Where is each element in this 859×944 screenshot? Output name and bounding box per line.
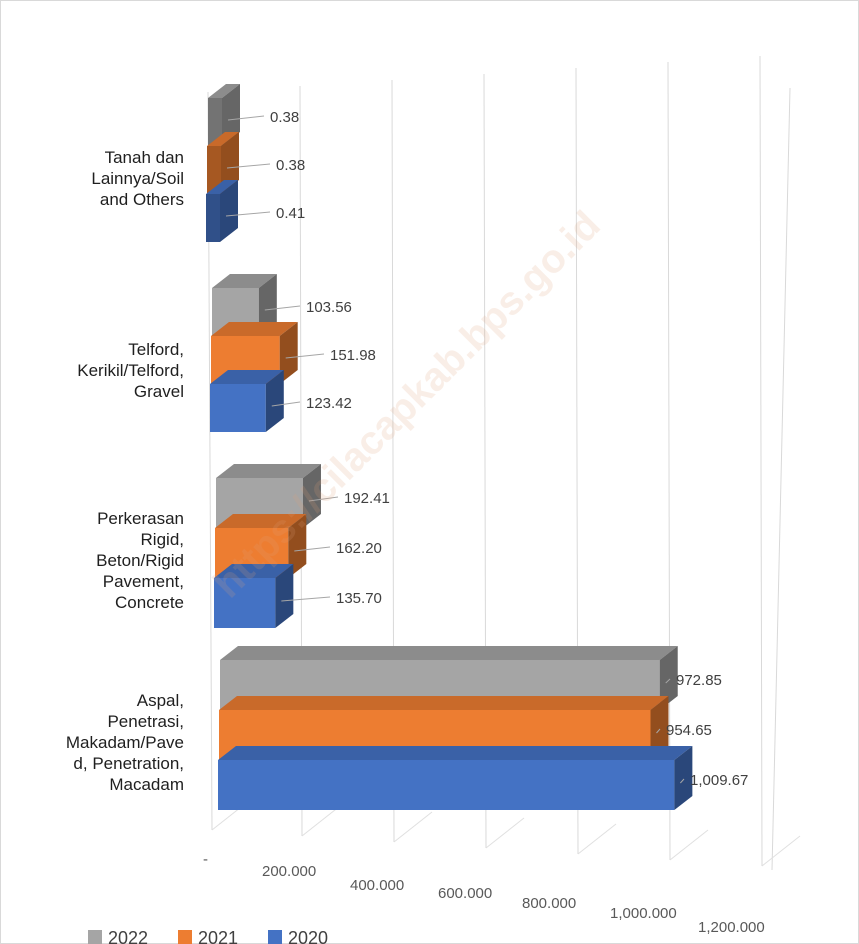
bar-2020-1 — [210, 384, 266, 432]
bar-side-2022-3 — [659, 646, 678, 710]
bar-top-2021-2 — [215, 514, 307, 528]
bar-side-2020-2 — [275, 564, 294, 628]
bar-side-2020-3 — [674, 746, 693, 810]
category-label: Telford, — [128, 340, 184, 359]
bar-side-2021-2 — [288, 514, 307, 578]
bar-2022-0 — [208, 98, 222, 146]
bar-top-2021-3 — [219, 696, 669, 710]
bar-top-2021-1 — [211, 322, 298, 336]
data-label-2022-0: 0.38 — [270, 109, 299, 126]
bar-top-2020-3 — [218, 746, 693, 760]
category-label: Gravel — [134, 382, 184, 401]
data-label-2021-0: 0.38 — [276, 157, 305, 174]
label-leader — [294, 546, 331, 552]
bar-top-2022-3 — [220, 646, 678, 660]
category-label: Penetrasi, — [107, 712, 184, 731]
label-leader — [271, 401, 301, 407]
category-label: d, Penetration, — [73, 754, 184, 773]
x-tick-label: - — [203, 851, 208, 868]
category-label: Beton/Rigid — [96, 551, 184, 570]
bar-side-2022-2 — [302, 464, 321, 528]
category-label: Makadam/Pave — [66, 733, 184, 752]
legend-label-2022: 2022 — [108, 928, 148, 944]
data-label-2021-3: 954.65 — [666, 722, 712, 739]
category-label: Kerikil/Telford, — [77, 361, 184, 380]
legend-label-2020: 2020 — [288, 928, 328, 944]
data-label-2020-1: 123.42 — [306, 395, 352, 412]
label-leader — [656, 728, 661, 734]
legend-label-2021: 2021 — [198, 928, 238, 944]
floor-line-4 — [577, 823, 617, 855]
bar-top-2020-1 — [210, 370, 284, 384]
floor-line-2 — [393, 811, 433, 843]
x-tick-label: 1,000.000 — [610, 905, 677, 922]
bar-2020-3 — [218, 760, 675, 810]
floor-line-6 — [761, 835, 801, 867]
data-label-2020-0: 0.41 — [276, 205, 305, 222]
category-label: Rigid, — [141, 530, 184, 549]
bar-top-2022-1 — [212, 274, 277, 288]
label-leader — [665, 678, 671, 684]
data-label-2021-2: 162.20 — [336, 540, 382, 557]
data-label-2022-2: 192.41 — [344, 490, 390, 507]
data-label-2022-3: 972.85 — [676, 672, 722, 689]
category-label: Pavement, — [103, 572, 184, 591]
floor-line-5 — [669, 829, 709, 861]
bar-top-2022-2 — [216, 464, 321, 478]
bar-top-2021-0 — [207, 132, 239, 146]
x-tick-label: 200.000 — [262, 863, 316, 880]
legend-swatch-2021 — [178, 930, 192, 944]
gridline-6 — [759, 55, 763, 867]
data-label-2020-2: 135.70 — [336, 590, 382, 607]
bar-top-2020-2 — [214, 564, 294, 578]
category-label: Macadam — [109, 775, 184, 794]
label-leader — [227, 115, 265, 121]
label-leader — [226, 163, 271, 169]
bar-side-2020-1 — [265, 370, 284, 432]
bar-side-2021-3 — [650, 696, 669, 760]
x-tick-label: 800.000 — [522, 895, 576, 912]
x-tick-label: 400.000 — [350, 877, 404, 894]
legend-swatch-2022 — [88, 930, 102, 944]
bar-side-2021-1 — [279, 322, 298, 384]
floor-line-1 — [301, 805, 341, 837]
label-leader — [285, 353, 325, 359]
category-label: Perkerasan — [97, 509, 184, 528]
x-tick-label: 600.000 — [438, 885, 492, 902]
label-leader — [264, 305, 301, 311]
gridline-5 — [667, 61, 671, 861]
bar-side-2022-0 — [222, 84, 240, 146]
legend-swatch-2020 — [268, 930, 282, 944]
category-label: Concrete — [115, 593, 184, 612]
bar-2021-0 — [207, 146, 221, 194]
category-label: Lainnya/Soil — [91, 169, 184, 188]
bar-2020-0 — [206, 194, 220, 242]
floor-line-3 — [485, 817, 525, 849]
bar-side-2022-1 — [258, 274, 277, 336]
gridline-back — [771, 87, 791, 871]
data-label-2020-3: 1,009.67 — [690, 772, 748, 789]
data-label-2022-1: 103.56 — [306, 299, 352, 316]
category-label: Aspal, — [137, 691, 184, 710]
bar-top-2022-0 — [208, 84, 240, 98]
category-label: Tanah dan — [105, 148, 184, 167]
x-tick-label: 1,200.000 — [698, 919, 765, 936]
label-leader — [308, 496, 339, 502]
label-leader — [281, 596, 331, 602]
data-label-2021-1: 151.98 — [330, 347, 376, 364]
label-leader — [680, 778, 685, 784]
bar-top-2020-0 — [206, 180, 238, 194]
bar-side-2021-0 — [221, 132, 239, 194]
bar-2020-2 — [214, 578, 276, 628]
bar-side-2020-0 — [220, 180, 238, 242]
label-leader — [225, 211, 271, 217]
category-label: and Others — [100, 190, 184, 209]
